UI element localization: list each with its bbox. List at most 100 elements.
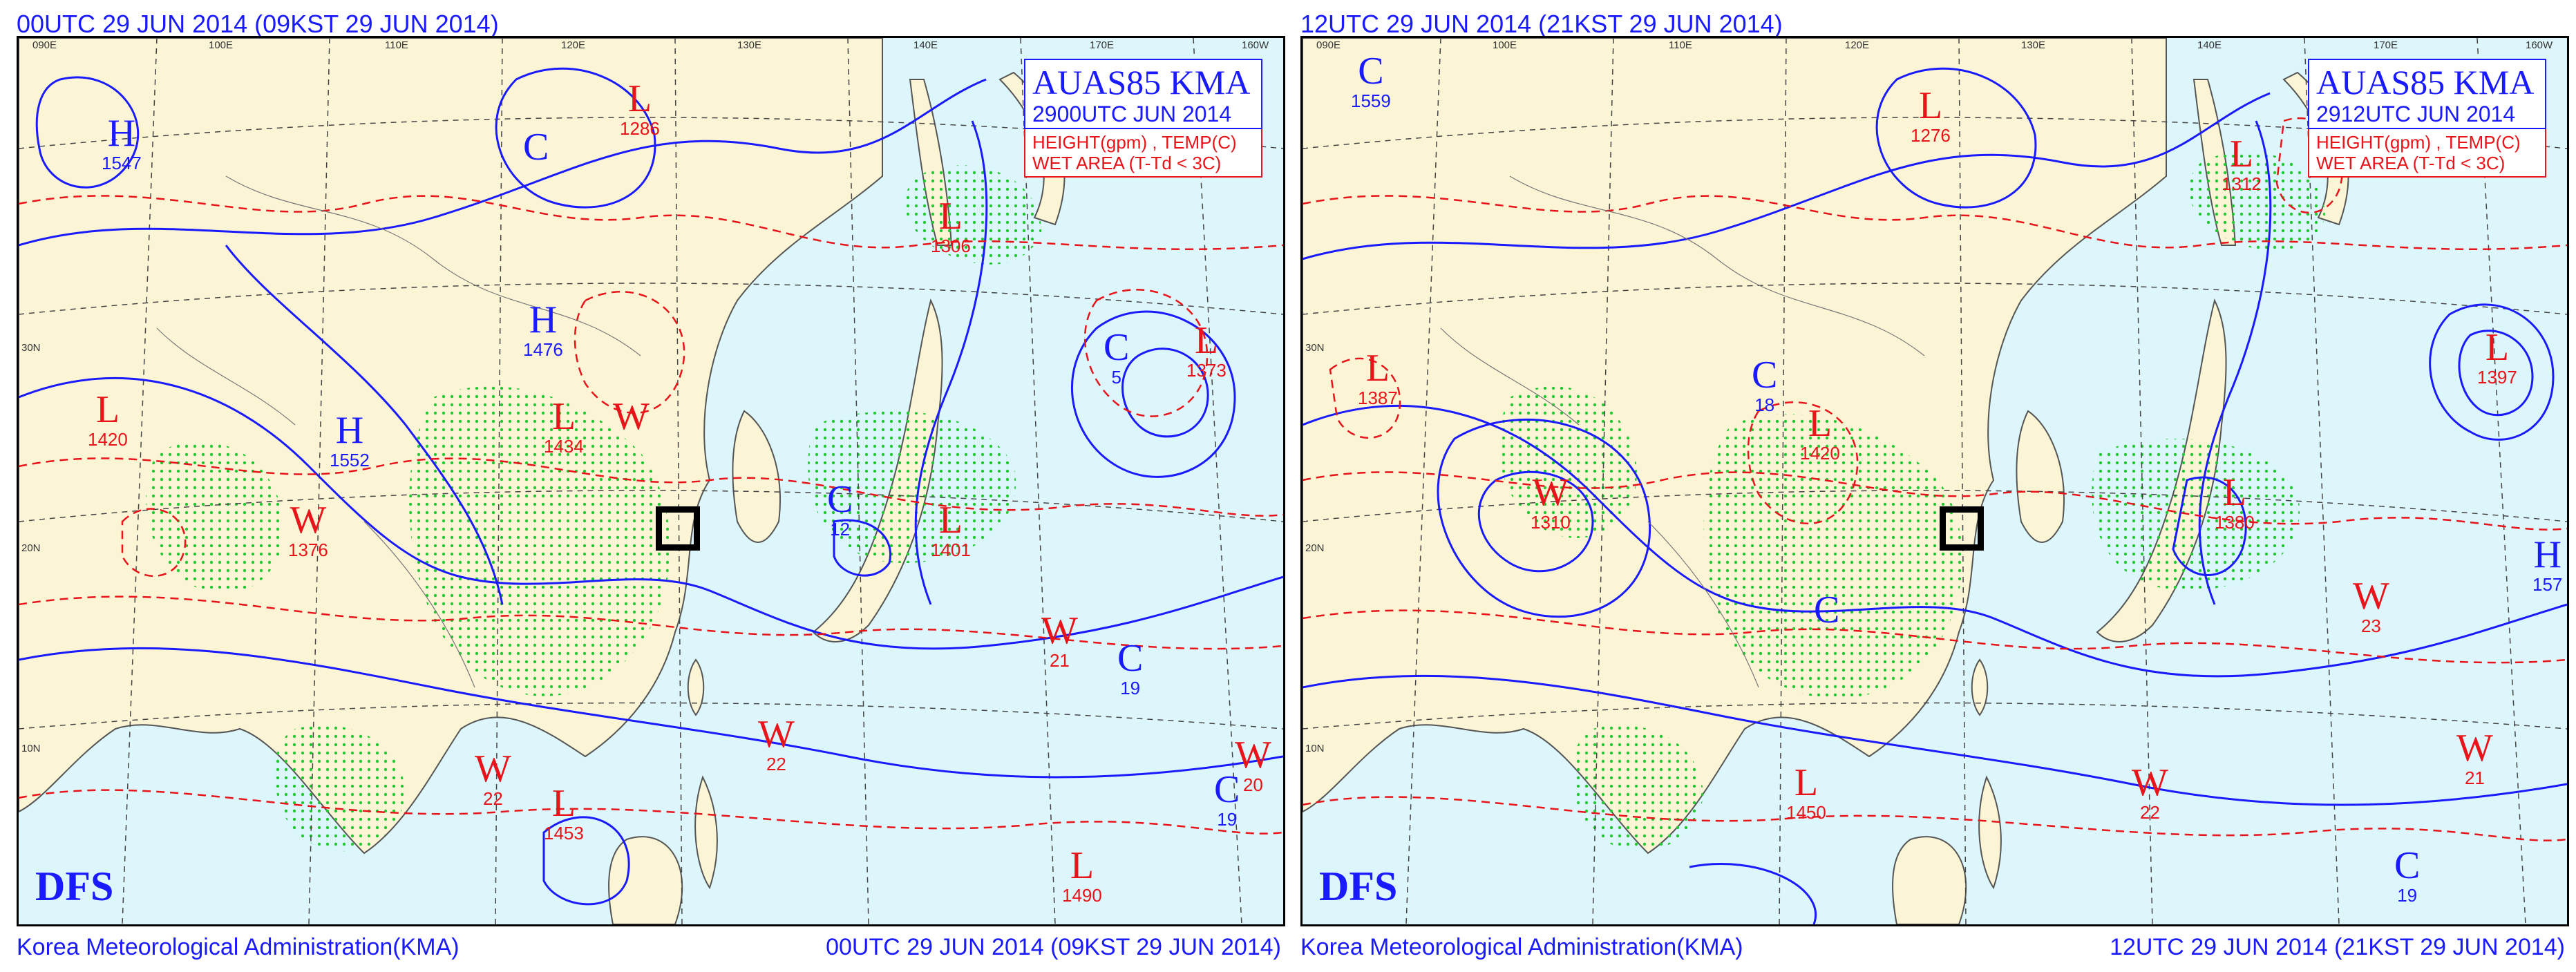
high-symbol: H <box>529 298 558 341</box>
high-symbol: H <box>2533 533 2561 576</box>
low-symbol: L <box>1794 761 1819 804</box>
lon-tick: 160W <box>1242 39 1269 51</box>
warm-symbol: W <box>2456 727 2493 770</box>
low-symbol: L <box>938 195 963 238</box>
warm-center: W 1376 <box>288 501 328 559</box>
warm-value: 21 <box>2464 768 2485 788</box>
legend-height-temp: HEIGHT(gpm) , TEMP(C) <box>1032 132 1237 153</box>
warm-symbol: W <box>2353 575 2389 618</box>
lon-tick: 100E <box>209 39 234 51</box>
warm-value: 23 <box>2360 616 2381 636</box>
cold-center: C <box>1814 591 1839 631</box>
temperature-contours <box>19 195 1283 835</box>
valid-time: 2912UTC JUN 2014 <box>2316 102 2516 126</box>
wet-area <box>905 165 1041 265</box>
warm-center: W 23 <box>2353 577 2389 635</box>
low-value: 1312 <box>2222 173 2262 194</box>
cold-value: 18 <box>1754 394 1775 415</box>
low-center: L 1387 <box>1358 349 1398 407</box>
low-symbol: L <box>1808 402 1832 445</box>
low-symbol: L <box>2222 471 2247 514</box>
low-value: 1490 <box>1062 885 1102 906</box>
low-symbol: L <box>1194 319 1219 362</box>
low-symbol: L <box>551 782 576 825</box>
cold-symbol: C <box>827 478 853 521</box>
low-symbol: L <box>551 395 576 438</box>
low-symbol: L <box>1918 84 1943 127</box>
legend: HEIGHT(gpm) , TEMP(C) WET AREA (T-Td < 3… <box>1024 129 1262 178</box>
borders <box>156 175 641 688</box>
wet-area <box>1703 414 1962 699</box>
warm-value: 21 <box>1049 650 1070 671</box>
lon-tick: 110E <box>1669 39 1692 51</box>
valid-time: 2900UTC JUN 2014 <box>1032 102 1232 126</box>
cold-value: 19 <box>1217 809 1238 830</box>
agency-label: Korea Meteorological Administration(KMA) <box>1300 934 1743 960</box>
footer-time: 00UTC 29 JUN 2014 (09KST 29 JUN 2014) <box>826 934 1281 960</box>
korea-peninsula <box>2016 410 2065 543</box>
high-symbol: H <box>107 112 136 155</box>
location-marker <box>656 506 700 551</box>
borders <box>1440 175 1925 688</box>
warm-symbol: W <box>1041 609 1078 652</box>
low-center: L 1373 <box>1186 321 1227 379</box>
lon-tick: 120E <box>561 39 586 51</box>
high-center: H 1547 <box>102 114 142 172</box>
warm-symbol: W <box>1235 734 1271 776</box>
cold-symbol: C <box>1358 50 1384 93</box>
cold-symbol: C <box>2394 844 2421 887</box>
weather-map <box>1303 38 2567 924</box>
warm-center: W <box>613 397 650 437</box>
warm-value: 1310 <box>1531 512 1571 533</box>
lon-tick: 130E <box>737 39 762 51</box>
borneo <box>608 836 683 924</box>
warm-center: W 20 <box>1235 736 1271 794</box>
low-center: L 1490 <box>1062 846 1102 904</box>
cold-value: 19 <box>2397 885 2418 906</box>
lon-tick: 170E <box>1090 39 1115 51</box>
low-center: L 1312 <box>2222 135 2262 193</box>
low-value: 1434 <box>544 436 584 457</box>
cold-center: C 18 <box>1752 356 1777 414</box>
cold-center: C 19 <box>1117 639 1143 697</box>
cold-center: C 19 <box>1214 770 1240 828</box>
info-header: AUAS85 KMA 2900UTC JUN 2014 <box>1024 59 1262 129</box>
cold-value: 19 <box>1120 678 1141 698</box>
map-frame: 090E 100E 110E 120E 130E 140E 170E 160W … <box>1300 36 2569 926</box>
temperature-contours <box>1303 117 2567 841</box>
warm-center: W 21 <box>1041 611 1078 669</box>
low-center: L 1286 <box>620 79 660 137</box>
low-symbol: L <box>1070 844 1095 887</box>
warm-center: W 22 <box>758 715 795 773</box>
taiwan-philippines <box>1971 658 2002 890</box>
wet-area <box>2188 151 2325 251</box>
footer-time: 12UTC 29 JUN 2014 (21KST 29 JUN 2014) <box>2110 934 2565 960</box>
cold-center: C 1559 <box>1351 52 1391 110</box>
low-symbol: L <box>627 77 652 120</box>
low-symbol: L <box>2229 133 2254 175</box>
cold-value: 1559 <box>1351 90 1391 111</box>
high-center: H 1476 <box>523 301 563 359</box>
low-value: 1276 <box>1911 125 1951 146</box>
low-value: 1401 <box>931 540 971 560</box>
lat-tick: 30N <box>1305 342 1325 354</box>
product-title: AUAS85 KMA <box>2316 63 2535 102</box>
wet-area <box>274 725 406 852</box>
lon-tick: 130E <box>2021 39 2046 51</box>
low-value: 1397 <box>2477 367 2517 388</box>
warm-value: 22 <box>766 754 786 774</box>
low-value: 1420 <box>88 429 128 450</box>
legend-wet-area: WET AREA (T-Td < 3C) <box>1032 153 1222 173</box>
legend-height-temp: HEIGHT(gpm) , TEMP(C) <box>2316 132 2521 153</box>
high-center: H 157 <box>2532 535 2562 593</box>
low-center: L 1276 <box>1911 86 1951 144</box>
lon-tick: 110E <box>385 39 408 51</box>
korea-peninsula <box>732 410 781 543</box>
low-center: L 1450 <box>1786 763 1826 821</box>
lat-tick: 20N <box>21 542 41 554</box>
cold-symbol: C <box>1117 637 1144 680</box>
chart-info-box: AUAS85 KMA 2900UTC JUN 2014 HEIGHT(gpm) … <box>1024 59 1262 178</box>
cold-symbol: C <box>1214 768 1240 811</box>
lon-tick: 090E <box>1316 39 1341 51</box>
